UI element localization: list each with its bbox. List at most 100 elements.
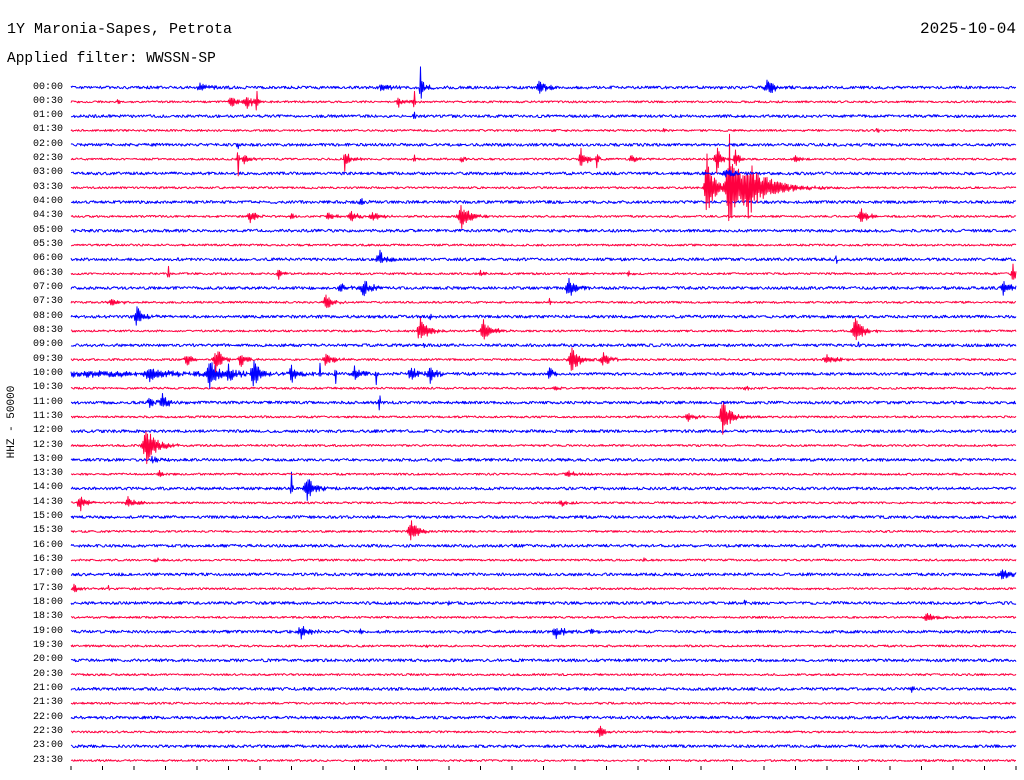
row-label-01-30: 01:30: [32, 124, 63, 136]
row-label-13-30: 13:30: [32, 468, 63, 480]
trace-03-30: [70, 133, 1017, 222]
row-label-08-00: 08:00: [32, 310, 63, 322]
trace-18-30: [70, 612, 1017, 621]
trace-21-30: [70, 701, 1017, 705]
row-label-19-30: 19:30: [32, 639, 63, 651]
row-label-09-00: 09:00: [32, 339, 63, 351]
trace-01-00: [70, 111, 1017, 120]
row-label-20-00: 20:00: [32, 654, 63, 666]
row-label-15-30: 15:30: [32, 525, 63, 537]
trace-05-00: [70, 228, 1017, 233]
row-label-06-00: 06:00: [32, 253, 63, 265]
row-label-14-30: 14:30: [32, 496, 63, 508]
row-label-00-30: 00:30: [32, 95, 63, 107]
row-label-18-30: 18:30: [32, 611, 63, 623]
row-label-03-30: 03:30: [32, 181, 63, 193]
row-label-16-30: 16:30: [32, 554, 63, 566]
station-title: 1Y Maronia-Sapes, Petrota: [7, 21, 233, 38]
row-label-08-30: 08:30: [32, 324, 63, 336]
trace-17-00: [70, 569, 1017, 580]
row-label-17-00: 17:00: [32, 568, 63, 580]
row-label-15-00: 15:00: [32, 511, 63, 523]
trace-14-00: [70, 471, 1017, 501]
trace-10-30: [70, 385, 1017, 391]
trace-05-30: [70, 243, 1017, 247]
trace-13-00: [70, 455, 1017, 464]
trace-20-00: [70, 658, 1017, 663]
trace-04-30: [70, 204, 1017, 229]
row-label-02-00: 02:00: [32, 138, 63, 150]
trace-00-30: [70, 90, 1017, 111]
trace-07-30: [70, 294, 1017, 309]
row-label-04-00: 04:00: [32, 196, 63, 208]
trace-06-30: [70, 263, 1017, 280]
row-label-16-00: 16:00: [32, 539, 63, 551]
row-label-09-30: 09:30: [32, 353, 63, 365]
row-label-01-00: 01:00: [32, 110, 63, 122]
row-label-20-30: 20:30: [32, 668, 63, 680]
trace-00-00: [70, 66, 1017, 99]
trace-23-00: [70, 744, 1017, 749]
row-label-22-00: 22:00: [32, 711, 63, 723]
row-label-02-30: 02:30: [32, 153, 63, 165]
trace-22-00: [70, 715, 1017, 720]
trace-21-00: [70, 686, 1017, 693]
trace-12-00: [70, 429, 1017, 434]
row-label-12-00: 12:00: [32, 425, 63, 437]
row-label-10-00: 10:00: [32, 367, 63, 379]
trace-11-30: [70, 401, 1017, 435]
trace-09-30: [70, 347, 1017, 373]
trace-12-30: [70, 430, 1017, 465]
row-label-14-00: 14:00: [32, 482, 63, 494]
trace-18-00: [70, 599, 1017, 606]
trace-17-30: [70, 583, 1017, 593]
trace-08-30: [70, 316, 1017, 341]
trace-01-30: [70, 128, 1017, 133]
trace-07-00: [70, 277, 1017, 297]
row-label-19-00: 19:00: [32, 625, 63, 637]
trace-09-00: [70, 341, 1017, 349]
row-label-12-30: 12:30: [32, 439, 63, 451]
row-label-11-30: 11:30: [32, 410, 63, 422]
trace-03-00: [70, 169, 1017, 178]
row-label-05-30: 05:30: [32, 239, 63, 251]
trace-22-30: [70, 725, 1017, 738]
trace-11-00: [70, 392, 1017, 411]
trace-06-00: [70, 249, 1017, 264]
trace-15-30: [70, 520, 1016, 541]
trace-10-00: [70, 360, 1017, 389]
trace-08-00: [70, 306, 1017, 326]
row-label-11-00: 11:00: [32, 396, 63, 408]
row-label-17-30: 17:30: [32, 582, 63, 594]
row-label-10-30: 10:30: [32, 382, 63, 394]
trace-15-00: [70, 515, 1017, 520]
trace-14-30: [70, 496, 1017, 512]
row-label-13-00: 13:00: [32, 453, 63, 465]
row-label-23-30: 23:30: [32, 754, 63, 766]
trace-23-30: [70, 759, 1017, 763]
trace-16-00: [70, 543, 1017, 548]
row-label-05-00: 05:00: [32, 224, 63, 236]
trace-16-30: [70, 557, 1017, 563]
trace-04-00: [70, 198, 1017, 205]
row-label-21-00: 21:00: [32, 682, 63, 694]
row-label-22-30: 22:30: [32, 725, 63, 737]
trace-02-30: [70, 147, 1017, 177]
row-label-04-30: 04:30: [32, 210, 63, 222]
row-label-03-00: 03:00: [32, 167, 63, 179]
filter-label: Applied filter: WWSSN-SP: [7, 51, 216, 67]
row-label-00-00: 00:00: [32, 81, 63, 93]
trace-02-00: [70, 142, 1017, 150]
row-label-23-00: 23:00: [32, 740, 63, 752]
row-label-07-30: 07:30: [32, 296, 63, 308]
trace-19-00: [70, 625, 1017, 640]
row-labels: 00:00 00:30 01:00 01:30 02:00 02:30 03:00 03:30…: [0, 0, 70, 780]
row-label-18-00: 18:00: [32, 597, 63, 609]
row-label-21-30: 21:30: [32, 697, 63, 709]
date-label: 2025-10-04: [919, 20, 1016, 38]
trace-19-30: [70, 644, 1017, 649]
row-label-06-30: 06:30: [32, 267, 63, 279]
trace-13-30: [70, 470, 1017, 478]
